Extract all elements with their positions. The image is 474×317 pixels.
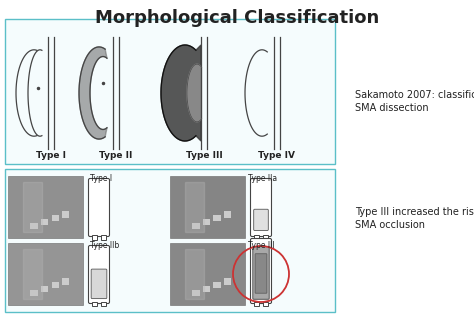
FancyBboxPatch shape bbox=[91, 269, 107, 299]
Text: SMA dissection: SMA dissection bbox=[355, 103, 428, 113]
Bar bbox=[5, 19, 335, 164]
FancyBboxPatch shape bbox=[89, 178, 109, 236]
Polygon shape bbox=[185, 182, 204, 232]
Text: Sakamoto 2007: classification of: Sakamoto 2007: classification of bbox=[355, 90, 474, 100]
Polygon shape bbox=[79, 47, 107, 139]
Bar bbox=[92, 235, 97, 240]
Bar bbox=[62, 278, 70, 285]
Bar bbox=[170, 243, 245, 305]
Bar bbox=[192, 223, 200, 229]
Bar bbox=[101, 235, 106, 240]
Text: Type III: Type III bbox=[248, 241, 274, 250]
FancyBboxPatch shape bbox=[89, 245, 109, 303]
Text: Type II: Type II bbox=[100, 151, 133, 160]
FancyBboxPatch shape bbox=[255, 254, 267, 293]
Bar bbox=[52, 215, 59, 221]
Bar bbox=[170, 176, 245, 238]
Bar bbox=[224, 211, 231, 217]
Polygon shape bbox=[187, 64, 201, 122]
Polygon shape bbox=[23, 249, 42, 299]
Bar bbox=[254, 235, 259, 239]
Text: Type III: Type III bbox=[186, 151, 222, 160]
Bar bbox=[41, 286, 48, 292]
Bar bbox=[5, 169, 335, 312]
Text: Type I: Type I bbox=[90, 174, 112, 183]
Polygon shape bbox=[185, 249, 204, 299]
FancyBboxPatch shape bbox=[250, 178, 272, 236]
Bar bbox=[30, 289, 38, 296]
FancyBboxPatch shape bbox=[253, 246, 269, 299]
Bar bbox=[30, 223, 38, 229]
Bar bbox=[203, 286, 210, 292]
Bar bbox=[213, 215, 221, 221]
Bar bbox=[52, 282, 59, 288]
Bar bbox=[92, 302, 97, 306]
Bar bbox=[263, 302, 268, 306]
FancyBboxPatch shape bbox=[254, 209, 268, 230]
Bar bbox=[8, 243, 83, 305]
Text: Type IV: Type IV bbox=[258, 151, 295, 160]
Text: Morphological Classification: Morphological Classification bbox=[95, 9, 379, 27]
Text: Type III increased the risk of: Type III increased the risk of bbox=[355, 207, 474, 217]
Text: Type IIa: Type IIa bbox=[248, 174, 277, 183]
Text: Type IIb: Type IIb bbox=[90, 241, 119, 250]
Bar bbox=[101, 302, 106, 306]
Bar bbox=[213, 282, 221, 288]
Bar bbox=[263, 235, 268, 239]
Bar bbox=[62, 211, 70, 217]
Bar bbox=[254, 302, 259, 306]
Bar bbox=[224, 278, 231, 285]
Bar bbox=[8, 176, 83, 238]
FancyBboxPatch shape bbox=[250, 238, 272, 303]
Text: Type I: Type I bbox=[36, 151, 66, 160]
Bar bbox=[41, 219, 48, 225]
Bar bbox=[192, 289, 200, 296]
Text: SMA occlusion: SMA occlusion bbox=[355, 220, 425, 230]
Polygon shape bbox=[23, 182, 42, 232]
Bar bbox=[203, 219, 210, 225]
Polygon shape bbox=[161, 45, 201, 141]
